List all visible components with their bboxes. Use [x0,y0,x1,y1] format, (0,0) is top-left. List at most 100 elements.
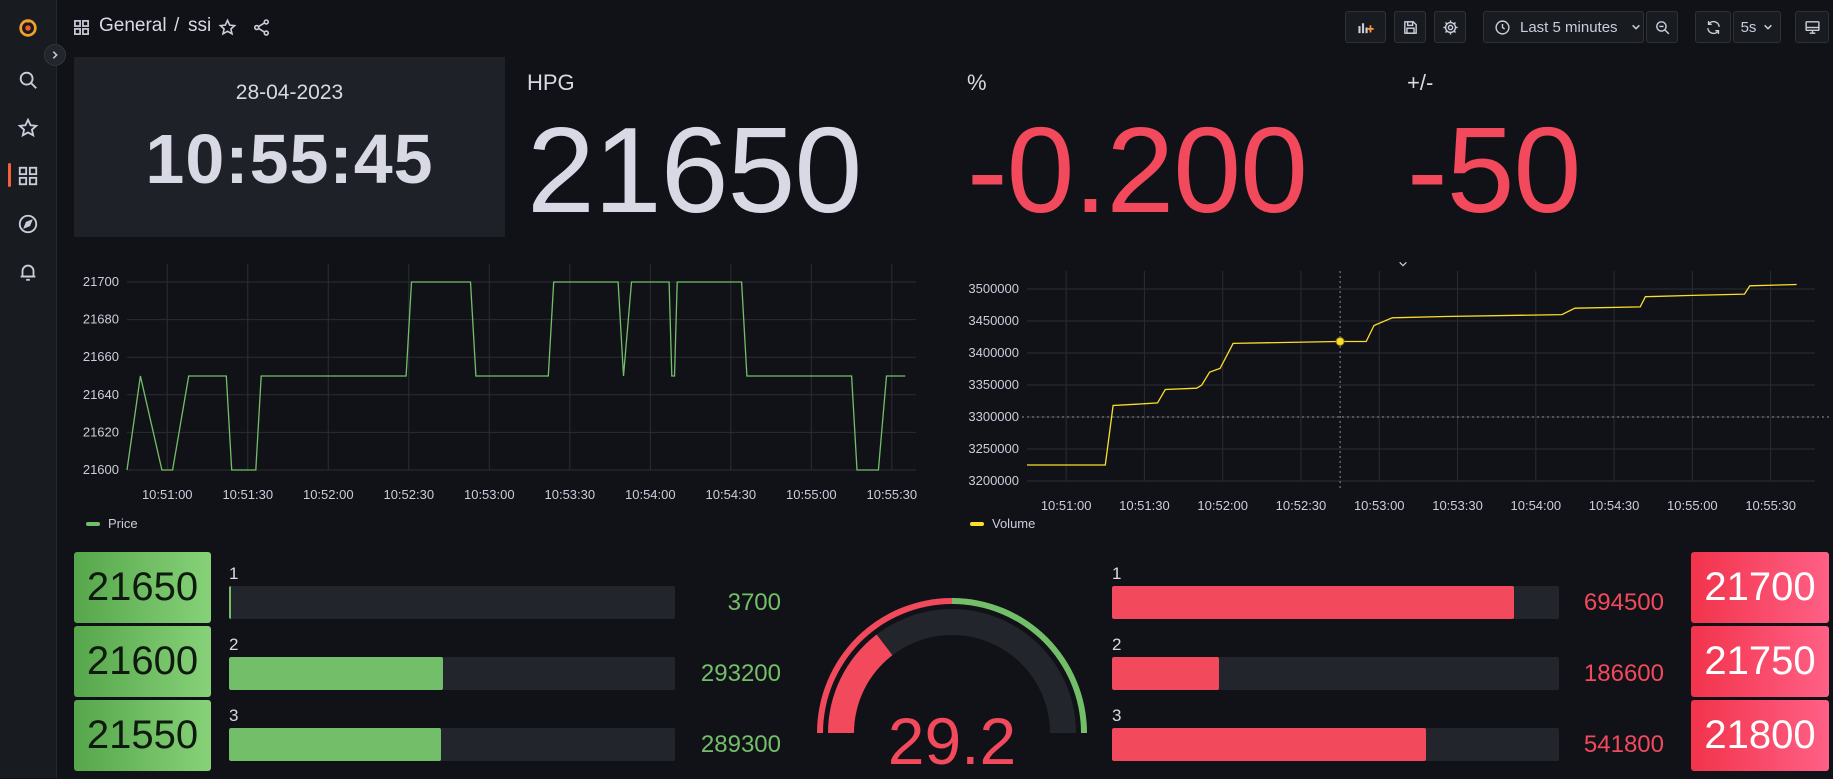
breadcrumb-separator: / [174,15,180,36]
star-icon[interactable] [218,18,237,42]
y-tick-label: 3300000 [968,409,1019,424]
clock-date: 28-04-2023 [235,81,344,104]
dashboard-navbar: General / ssi Last 5 minutes 5s [57,0,1833,56]
panel-collapse-chevron-icon[interactable] [1398,256,1408,274]
x-tick-label: 10:54:00 [1511,498,1562,513]
explore-icon[interactable] [14,210,42,238]
alerting-icon[interactable] [14,258,42,286]
series-line-volume[interactable] [1027,283,1797,466]
legend-swatch-price [86,521,100,526]
ask-bar-fill [1112,728,1427,761]
y-tick-label: 3200000 [968,473,1019,488]
y-tick-label: 3350000 [968,377,1019,392]
sidebar [0,0,57,778]
x-tick-label: 10:55:30 [867,487,918,502]
stat-panel-price[interactable]: HPG 21650 [520,57,950,237]
bid-price-3: 21550 [74,700,211,771]
y-tick-label: 21660 [83,349,119,364]
clock-panel[interactable]: 28-04-2023 10:55:45 [74,57,505,237]
x-tick-label: 10:51:00 [142,487,193,502]
y-tick-label: 3250000 [968,441,1019,456]
bid-bar-fill [229,657,444,690]
search-icon[interactable] [14,66,42,94]
bid-bar-track [229,728,675,761]
stat-panel-change[interactable]: +/- -50 [1400,57,1830,237]
y-tick-label: 21700 [83,274,119,289]
refresh-button[interactable] [1695,11,1731,43]
bid-bar-track [229,586,675,619]
ask-volume-value: 186600 [1583,660,1664,687]
volume-legend[interactable]: Volume [970,516,1035,531]
gauge[interactable] [812,590,1092,778]
ask-level-label: 3 [1112,706,1122,725]
x-tick-label: 10:53:30 [545,487,596,502]
x-tick-label: 10:54:00 [625,487,676,502]
stat-value-price: 21650 [527,102,862,238]
x-tick-label: 10:52:30 [383,487,434,502]
bid-price-1: 21650 [74,552,211,623]
dashboard-settings-button[interactable] [1434,11,1466,43]
ask-bar-fill [1112,657,1220,690]
save-dashboard-button[interactable] [1394,11,1426,43]
refresh-interval-picker[interactable]: 5s [1733,11,1781,43]
x-tick-label: 10:53:00 [1354,498,1405,513]
starred-icon[interactable] [14,114,42,142]
share-icon[interactable] [252,18,271,42]
series-line-price[interactable] [126,281,906,471]
gauge-value: 29.2 [887,704,1017,778]
ask-level-label: 1 [1112,564,1122,583]
x-tick-label: 10:53:30 [1432,498,1483,513]
bid-volume-value: 289300 [700,731,781,758]
ask-bar-track [1112,586,1559,619]
y-tick-label: 21600 [83,462,119,477]
zoom-out-button[interactable] [1646,11,1678,43]
breadcrumb-folder[interactable]: General [99,15,167,36]
monitor-icon [1804,20,1820,34]
x-tick-label: 10:51:30 [1119,498,1170,513]
ask-price-3: 21800 [1691,700,1829,771]
clock-icon [1495,19,1510,35]
ask-price-1: 21700 [1691,552,1829,623]
bid-level-label: 3 [229,706,239,725]
expand-menu-button[interactable] [44,44,66,66]
stat-title-price: HPG [527,70,575,95]
chevron-right-icon [52,51,58,59]
volume-chart[interactable]: 3500000 3450000 3400000 3350000 3300000 32500… [960,258,1830,518]
stat-title-change: +/- [1407,70,1434,95]
gear-icon [1442,19,1458,35]
add-panel-icon [1358,22,1374,33]
x-tick-label: 10:55:30 [1745,498,1796,513]
breadcrumb-dashboard[interactable]: ssi [188,15,212,36]
legend-label-volume: Volume [992,516,1036,531]
stat-value-percent: -0.200 [967,102,1308,238]
legend-swatch-volume [970,521,984,526]
bid-bar-fill [229,586,232,619]
time-range-label: Last 5 minutes [1520,18,1618,36]
dashboards-icon[interactable] [14,162,42,190]
dashboards-grid-icon [73,19,90,41]
ask-bar-track [1112,728,1559,761]
price-legend[interactable]: Price [86,516,138,531]
y-tick-label: 21680 [83,312,119,327]
bid-price-2: 21600 [74,626,211,697]
bid-level-label: 1 [229,564,239,583]
ask-bar-fill [1112,586,1515,619]
bid-volume-value: 293200 [700,660,781,687]
bid-bar-fill [229,728,441,761]
zoom-out-icon [1655,20,1669,34]
grafana-logo-icon[interactable] [14,14,42,42]
stat-value-change: -50 [1407,102,1581,238]
x-tick-label: 10:55:00 [1667,498,1718,513]
x-tick-label: 10:51:30 [222,487,273,502]
stat-panel-percent[interactable]: % -0.200 [960,57,1390,237]
refresh-interval-label: 5s [1740,18,1757,36]
save-icon [1403,20,1417,34]
legend-label-price: Price [108,516,138,531]
tv-mode-button[interactable] [1795,11,1829,43]
y-tick-label: 21640 [83,387,119,402]
stat-title-percent: % [967,70,987,95]
add-panel-button[interactable] [1345,11,1386,43]
time-picker-button[interactable]: Last 5 minutes [1483,11,1644,43]
x-tick-label: 10:54:30 [706,487,757,502]
price-chart[interactable]: 21700 21680 21660 21640 21620 21600 10:51:00 10… [74,258,924,518]
